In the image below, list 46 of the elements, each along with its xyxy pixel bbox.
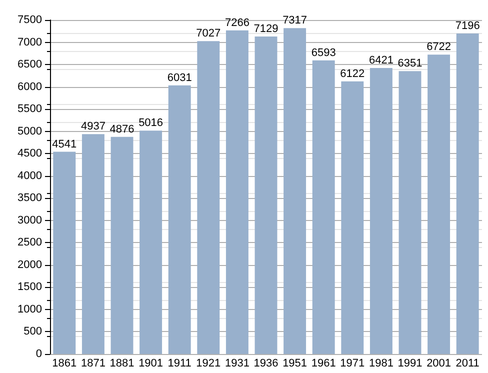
y-tick-label: 6000 <box>18 80 42 93</box>
x-tick-label: 1871 <box>80 358 106 370</box>
data-label: 6031 <box>167 72 192 84</box>
x-tick-label: 1901 <box>138 358 164 370</box>
y-tick-label: 2500 <box>18 236 42 249</box>
x-tick-label: 1861 <box>52 358 77 370</box>
data-label: 6351 <box>398 58 422 70</box>
y-tick-label: 1500 <box>18 281 42 294</box>
data-label: 6722 <box>426 41 452 54</box>
x-tick-label: 2011 <box>456 358 480 370</box>
data-label: 7129 <box>254 23 278 36</box>
data-label: 7027 <box>196 28 221 40</box>
x-tick-label: 1936 <box>254 358 278 370</box>
data-label: 6122 <box>340 68 365 80</box>
y-tick-label: 3000 <box>18 214 42 226</box>
y-tick-label: 3500 <box>18 192 42 204</box>
data-label: 4541 <box>52 138 77 150</box>
data-label: 7317 <box>282 14 308 27</box>
data-label: 4876 <box>110 123 134 136</box>
y-tick-label: 5000 <box>18 125 42 138</box>
x-tick-label: 1961 <box>311 358 336 370</box>
y-tick-label: 6500 <box>18 58 42 71</box>
y-tick-label: 5500 <box>18 103 42 116</box>
x-tick-label: 1971 <box>340 358 365 370</box>
y-tick-label: 4500 <box>18 148 42 160</box>
x-tick-label: 1881 <box>110 358 134 370</box>
y-tick-label: 1000 <box>18 303 42 316</box>
data-label: 6421 <box>368 54 394 67</box>
x-tick-label: 1931 <box>224 358 250 370</box>
data-label: 7266 <box>224 16 250 29</box>
y-tick-label: 7500 <box>18 14 42 26</box>
x-tick-label: 1981 <box>368 358 394 370</box>
x-tick-label: 2001 <box>426 358 452 370</box>
y-tick-label: 500 <box>24 326 42 338</box>
data-label: 6593 <box>311 46 336 59</box>
data-label: 5016 <box>138 117 164 130</box>
x-tick-label: 1911 <box>168 358 192 370</box>
y-tick-label: 2000 <box>18 258 42 271</box>
x-tick-label: 1921 <box>196 358 221 370</box>
data-label: 4937 <box>80 120 106 133</box>
y-tick-label: 4000 <box>18 170 42 182</box>
y-tick-label: 7000 <box>18 36 42 48</box>
data-label: 7196 <box>455 20 480 32</box>
x-tick-label: 1951 <box>282 358 308 370</box>
x-tick-label: 1991 <box>398 358 422 370</box>
y-tick-label: 0 <box>36 348 42 360</box>
